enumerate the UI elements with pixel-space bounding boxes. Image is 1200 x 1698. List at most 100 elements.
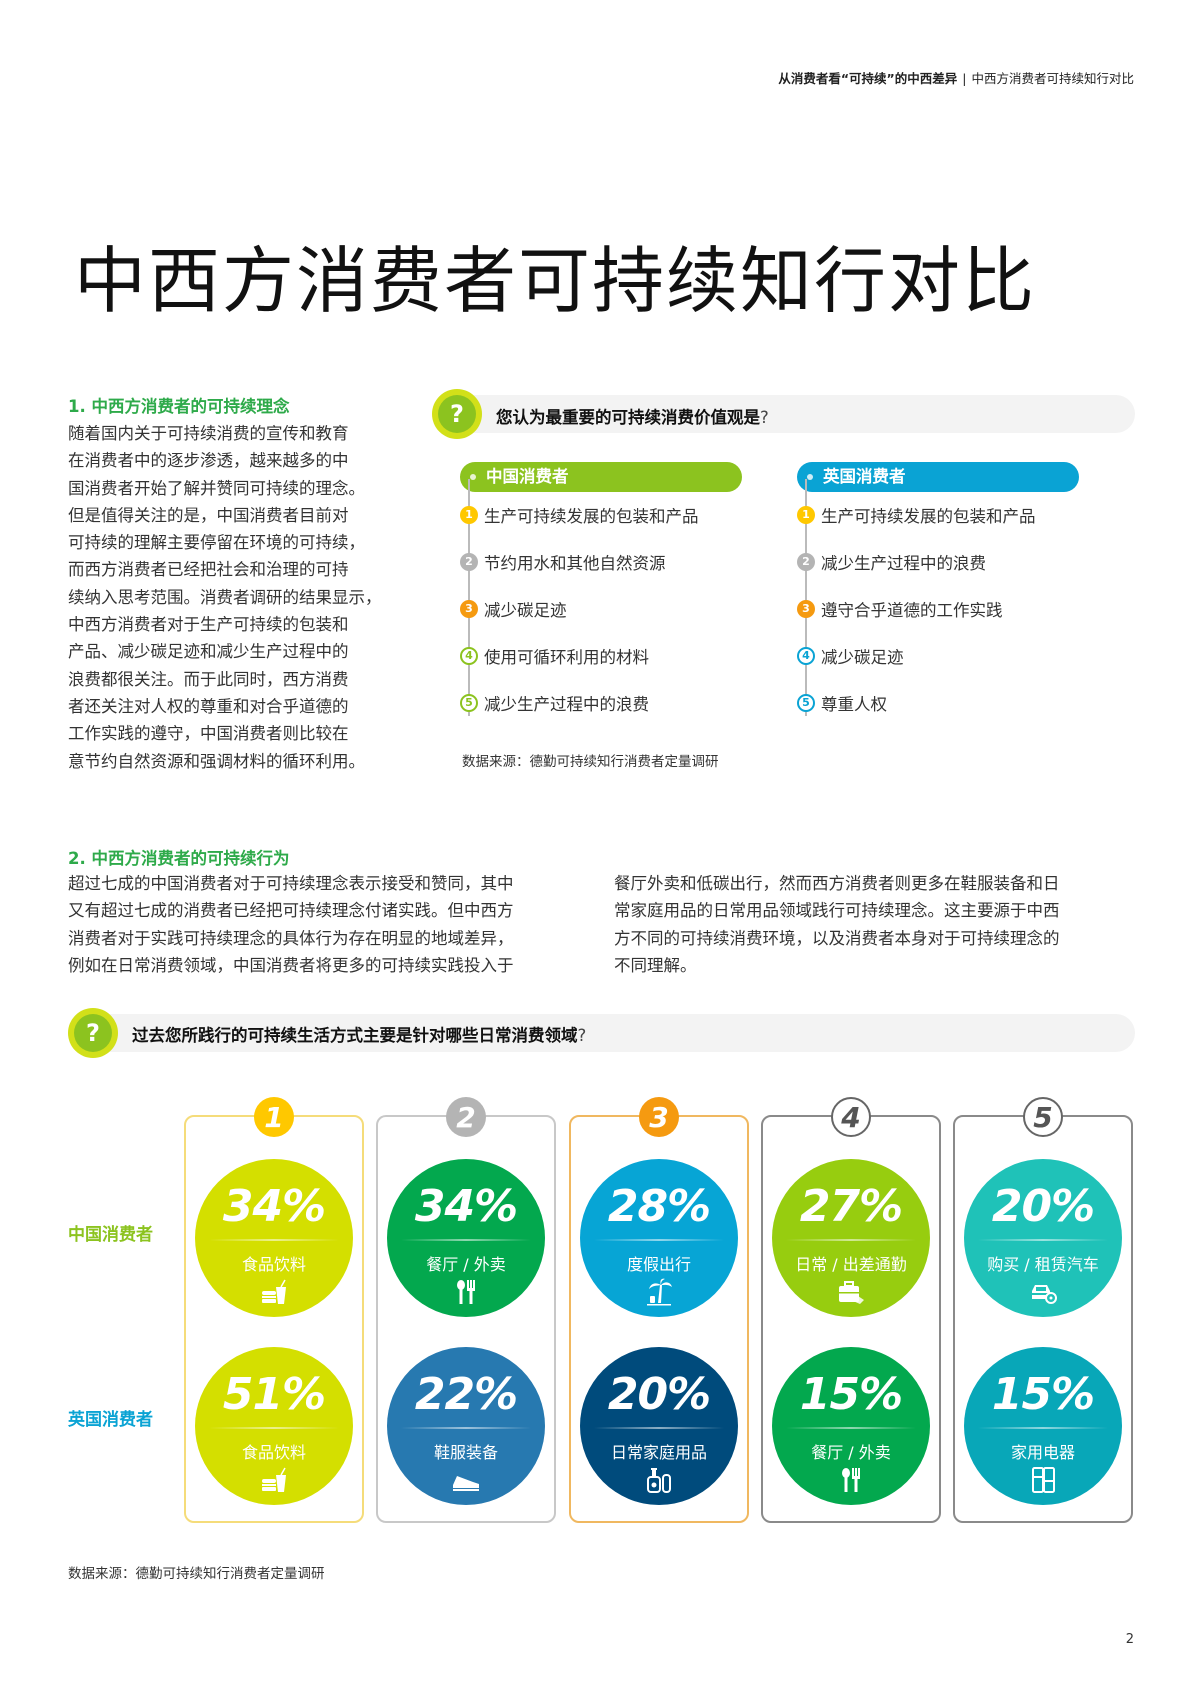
text-line: 但是值得关注的是，中国消费者目前对 xyxy=(68,505,349,525)
text-line: 常家庭用品的日常用品领域践行可持续理念。这主要源于中西 xyxy=(614,901,1060,921)
item-text: 减少生产过程中的浪费 xyxy=(484,694,649,714)
percentage: 15% xyxy=(799,1369,903,1420)
divider xyxy=(786,1239,916,1241)
text-line: 不同理解。 xyxy=(614,955,697,975)
section2-col1: 超过七成的中国消费者对于可持续理念表示接受和赞同，其中 又有超过七成的消费者已经… xyxy=(68,870,593,979)
percentage: 34% xyxy=(222,1181,326,1232)
timeline-line xyxy=(805,479,807,716)
china-stat-circle: 34% 餐厅 / 外卖 xyxy=(387,1159,545,1317)
china-stat-circle: 27% 日常 / 出差通勤 xyxy=(772,1159,930,1317)
text-line: 超过七成的中国消费者对于可持续理念表示接受和赞同，其中 xyxy=(68,874,514,893)
percentage: 15% xyxy=(991,1369,1095,1420)
item-text: 生产可持续发展的包装和产品 xyxy=(821,506,1036,526)
sneaker-icon xyxy=(453,1476,479,1491)
text-line: 随着国内关于可持续消费的宣传和教育 xyxy=(68,424,349,443)
category-label: 食品饮料 xyxy=(241,1255,306,1274)
rank-badge-5: 5 xyxy=(1023,1097,1063,1137)
text-line: 中西方消费者对于生产可持续的包装和 xyxy=(68,615,349,635)
question2-qmark: ? xyxy=(577,1026,587,1045)
question2-text: 过去您所践行的可持续生活方式主要是针对哪些日常消费领域? xyxy=(132,1022,586,1046)
row-label-china: 中国消费者 xyxy=(68,1225,153,1245)
section1-body: 随着国内关于可持续消费的宣传和教育 在消费者中的逐步渗透，越来越多的中 国消费者… xyxy=(68,420,418,775)
item-text: 节约用水和其他自然资源 xyxy=(484,553,666,573)
rank-4-icon: 4 xyxy=(460,646,478,665)
rank-1-icon: 1 xyxy=(797,505,815,524)
car-icon xyxy=(1032,1285,1057,1304)
question2-source: 数据来源：德勤可持续知行消费者定量调研 xyxy=(68,1566,325,1582)
china-stat-circle: 34% 食品饮料 xyxy=(195,1159,353,1317)
burger-drink-icon xyxy=(262,1467,286,1492)
text-line: 例如在日常消费领域，中国消费者将更多的可持续实践投入于 xyxy=(68,955,514,975)
percentage: 27% xyxy=(799,1181,903,1232)
percentage: 28% xyxy=(607,1181,711,1232)
text-line: 产品、减少碳足迹和减少生产过程中的 xyxy=(68,642,349,662)
item-text: 减少碳足迹 xyxy=(484,600,567,620)
text-line: 续纳入思考范围。消费者调研的结果显示， xyxy=(68,587,382,607)
list-item: 3 减少碳足迹 xyxy=(460,585,760,632)
uk-stat-circle: 20% 日常家庭用品 xyxy=(580,1347,738,1505)
burger-drink-icon xyxy=(262,1279,286,1304)
category-column-3: 3 28% 度假出行 20% 日常家庭用品 xyxy=(569,1097,749,1523)
text-line: 在消费者中的逐步渗透，越来越多的中 xyxy=(68,451,349,471)
question2-bar xyxy=(90,1014,1135,1052)
rank-1-icon: 1 xyxy=(460,505,478,524)
question2-badge: ? xyxy=(68,1008,118,1058)
item-text: 尊重人权 xyxy=(821,694,887,714)
uk-consumers-pill: 英国消费者 xyxy=(797,462,1079,492)
text-line: 工作实践的遵守，中国消费者则比较在 xyxy=(68,724,349,744)
question1-label: 您认为最重要的可持续消费价值观是 xyxy=(496,408,760,427)
category-label: 家用电器 xyxy=(1010,1443,1075,1462)
row-label-uk: 英国消费者 xyxy=(68,1410,153,1430)
spoon-fork-icon xyxy=(842,1468,860,1492)
rank-badge-4: 4 xyxy=(831,1097,871,1137)
text-line: 意节约自然资源和强调材料的循环利用。 xyxy=(68,751,365,771)
rank-2-icon: 2 xyxy=(797,552,815,571)
category-label: 度假出行 xyxy=(626,1255,691,1274)
china-consumers-pill: 中国消费者 xyxy=(460,462,742,492)
rank-badge-1: 1 xyxy=(254,1097,294,1137)
list-item: 3 遵守合乎道德的工作实践 xyxy=(797,585,1097,632)
category-column-1: 1 34% 食品饮料 51% 食品饮料 xyxy=(184,1097,364,1523)
category-label: 购买 / 租赁汽车 xyxy=(987,1255,1099,1274)
pill-dot-icon xyxy=(470,474,476,480)
percentage: 51% xyxy=(222,1369,326,1420)
list-item: 2 减少生产过程中的浪费 xyxy=(797,538,1097,585)
chapter-title: 中西方消费者可持续知行对比 xyxy=(971,71,1134,86)
list-item: 4 使用可循环利用的材料 xyxy=(460,632,760,679)
china-stat-circle: 20% 购买 / 租赁汽车 xyxy=(964,1159,1122,1317)
section2-heading: 2. 中西方消费者的可持续行为 xyxy=(68,849,290,868)
text-line: 方不同的可持续消费环境，以及消费者本身对于可持续理念的 xyxy=(614,928,1060,948)
category-label: 日常家庭用品 xyxy=(610,1443,707,1462)
list-item: 5 减少生产过程中的浪费 xyxy=(460,679,760,726)
fridge-icon xyxy=(1032,1467,1055,1493)
text-line: 者还关注对人权的尊重和对合乎道德的 xyxy=(68,696,349,716)
rank-badge-2: 2 xyxy=(446,1097,486,1137)
divider xyxy=(594,1427,724,1429)
uk-stat-circle: 15% 家用电器 xyxy=(964,1347,1122,1505)
spoon-fork-icon xyxy=(457,1280,475,1304)
category-label: 餐厅 / 外卖 xyxy=(811,1443,891,1462)
uk-pill-label: 英国消费者 xyxy=(823,467,906,486)
text-line: 而西方消费者已经把社会和治理的可持 xyxy=(68,560,349,580)
china-stat-circle: 28% 度假出行 xyxy=(580,1159,738,1317)
list-item: 2 节约用水和其他自然资源 xyxy=(460,538,760,585)
text-line: 又有超过七成的消费者已经把可持续理念付诸实践。但中西方 xyxy=(68,901,514,921)
percentage: 20% xyxy=(991,1181,1095,1232)
report-title: 从消费者看“可持续”的中西差异 xyxy=(778,71,958,86)
question-mark-icon: ? xyxy=(74,1014,112,1052)
divider xyxy=(786,1427,916,1429)
divider xyxy=(978,1239,1108,1241)
question2-label: 过去您所践行的可持续生活方式主要是针对哪些日常消费领域 xyxy=(132,1026,578,1045)
page-number: 2 xyxy=(1125,1632,1134,1647)
question1-badge: ? xyxy=(432,389,482,439)
divider xyxy=(209,1427,339,1429)
china-values-list: 1 生产可持续发展的包装和产品 2 节约用水和其他自然资源 3 减少碳足迹 4 使用可循… xyxy=(460,479,760,726)
page-header: 从消费者看“可持续”的中西差异 | 中西方消费者可持续知行对比 xyxy=(778,68,1134,87)
briefcase-icon xyxy=(839,1281,864,1304)
category-column-5: 5 20% 购买 / 租赁汽车 15% 家用电器 xyxy=(953,1097,1133,1523)
text-line: 消费者对于实践可持续理念的具体行为存在明显的地域差异， xyxy=(68,928,514,948)
palm-tree-icon xyxy=(647,1278,672,1306)
rank-3-icon: 3 xyxy=(797,599,815,618)
category-column-4: 4 27% 日常 / 出差通勤 15% 餐厅 / 外卖 xyxy=(761,1097,941,1523)
list-item: 5 尊重人权 xyxy=(797,679,1097,726)
